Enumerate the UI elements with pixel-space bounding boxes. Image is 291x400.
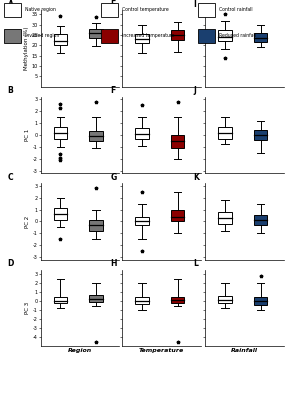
Bar	[89, 131, 103, 141]
Text: Native region: Native region	[25, 7, 56, 12]
Bar	[254, 297, 267, 305]
FancyBboxPatch shape	[4, 3, 21, 17]
Text: I: I	[194, 0, 196, 9]
Bar	[54, 34, 67, 45]
Bar	[171, 30, 184, 40]
FancyBboxPatch shape	[4, 29, 21, 43]
Bar	[89, 220, 103, 231]
Bar	[171, 210, 184, 222]
Y-axis label: PC 3: PC 3	[25, 302, 30, 314]
Bar	[54, 127, 67, 138]
Bar	[218, 212, 232, 224]
X-axis label: Region: Region	[68, 348, 92, 353]
Y-axis label: PC 1: PC 1	[25, 129, 30, 141]
X-axis label: Rainfall: Rainfall	[231, 348, 258, 353]
Bar	[171, 297, 184, 303]
Y-axis label: Methylation (%): Methylation (%)	[24, 27, 29, 70]
Text: F: F	[111, 86, 116, 95]
Bar	[254, 33, 267, 42]
Text: Control temperature: Control temperature	[122, 7, 169, 12]
FancyBboxPatch shape	[198, 29, 215, 43]
Text: Reduced rainfall: Reduced rainfall	[219, 33, 256, 38]
Text: D: D	[8, 259, 14, 268]
Text: Invaded region: Invaded region	[25, 33, 60, 38]
Bar	[89, 295, 103, 302]
Text: J: J	[194, 86, 196, 95]
Text: H: H	[111, 259, 117, 268]
FancyBboxPatch shape	[101, 29, 118, 43]
FancyBboxPatch shape	[198, 3, 215, 17]
Text: L: L	[194, 259, 198, 268]
Bar	[54, 208, 67, 220]
Y-axis label: PC 2: PC 2	[25, 215, 30, 228]
Text: K: K	[194, 173, 199, 182]
FancyBboxPatch shape	[101, 3, 118, 17]
Bar	[135, 34, 149, 43]
Text: B: B	[8, 86, 13, 95]
Bar	[218, 127, 232, 138]
Bar	[171, 135, 184, 148]
Bar	[254, 216, 267, 225]
Bar	[218, 30, 232, 41]
Text: A: A	[8, 0, 14, 9]
X-axis label: Temperature: Temperature	[139, 348, 184, 353]
Text: Increased temperature: Increased temperature	[122, 33, 175, 38]
Bar	[135, 128, 149, 138]
Text: E: E	[111, 0, 116, 9]
Bar	[254, 130, 267, 140]
Text: C: C	[8, 173, 13, 182]
Bar	[135, 217, 149, 225]
Bar	[54, 297, 67, 302]
Text: Control rainfall: Control rainfall	[219, 7, 253, 12]
Bar	[135, 297, 149, 304]
Bar	[89, 29, 103, 38]
Bar	[218, 296, 232, 303]
Text: G: G	[111, 173, 117, 182]
